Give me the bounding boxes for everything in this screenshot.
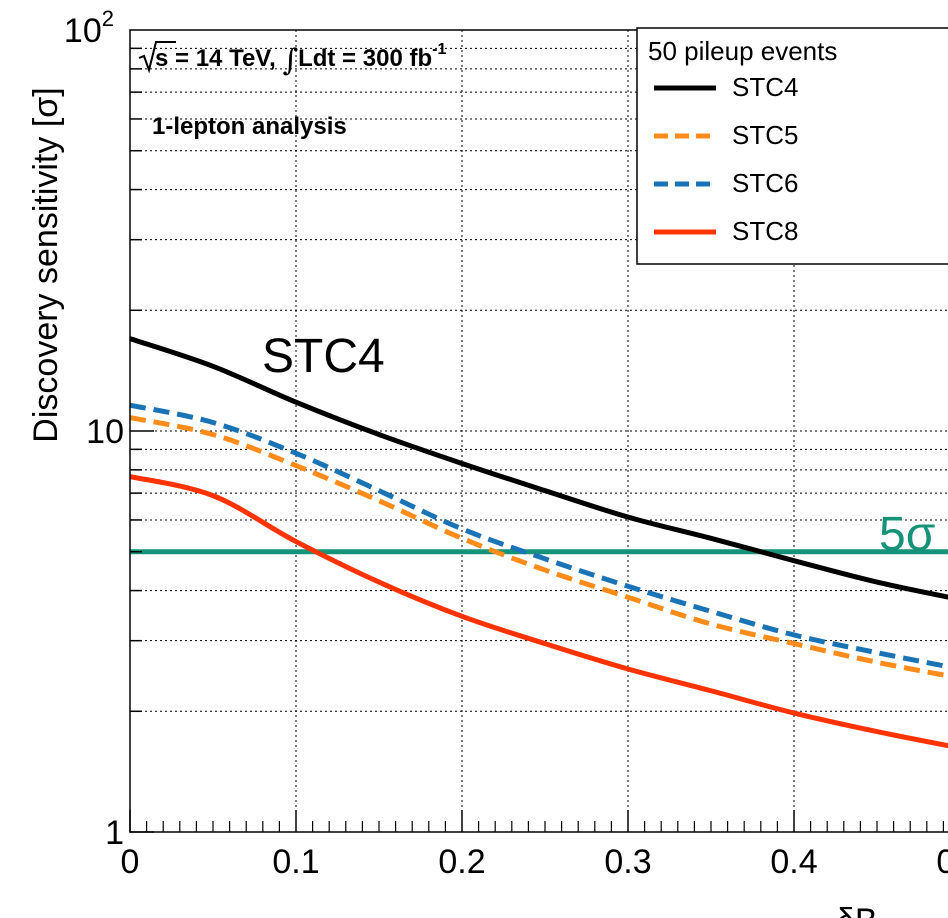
legend-box: [636, 27, 948, 265]
x-tick-label: 0.1: [272, 843, 319, 881]
x-tick-label: 0.3: [604, 843, 651, 881]
legend-entries: STC4 STC5 STC6 STC8: [654, 72, 798, 246]
axis-tick-labels: 0 0.1 0.2 0.3 0.4 0.5 1 10 102: [64, 6, 948, 881]
lumi-sup: -1: [432, 41, 446, 58]
lumi-text: Ldt = 300 fb: [298, 45, 432, 72]
legend-label-stc5: STC5: [732, 120, 798, 150]
x-tick-label: 0.4: [770, 843, 817, 881]
x-axis-label: δBsys: [836, 902, 911, 918]
y-axis-label: Discovery sensitivity [σ]: [27, 87, 65, 442]
series-stc4-line: [129, 336, 948, 600]
series-stc8-line: [129, 474, 948, 749]
y-tick-label: 1: [105, 814, 124, 852]
five-sigma-label: 5σ: [879, 508, 935, 561]
curve-label-stc4: STC4: [262, 330, 385, 383]
analysis-annotation: 1-lepton analysis: [152, 113, 347, 140]
legend-label-stc6: STC6: [732, 168, 798, 198]
y-tick-label: 10: [86, 413, 124, 451]
energy-lumi-annotation: s = 14 TeV, ∫Ldt = 300 fb-1: [138, 41, 446, 78]
axis-ticks: [129, 47, 945, 833]
integral-symbol: ∫: [282, 43, 298, 78]
x-tick-label: 0.2: [438, 843, 485, 881]
sqrt-symbol: [138, 41, 176, 74]
legend-label-stc4: STC4: [732, 72, 798, 102]
y-tick-label: 102: [64, 6, 114, 50]
legend-title: 50 pileup events: [648, 36, 837, 66]
x-tick-label: 0.5: [936, 843, 948, 881]
legend: 50 pileup events STC4 STC5 STC6 STC8: [636, 27, 948, 265]
series-group: [129, 336, 948, 749]
svg-text:s = 14 TeV, ∫Ldt = 300 fb-1: s = 14 TeV, ∫Ldt = 300 fb-1: [155, 41, 446, 78]
series-stc6-line: [129, 402, 948, 670]
x-tick-label: 0: [121, 843, 140, 881]
legend-label-stc8: STC8: [732, 216, 798, 246]
series-stc5-line: [129, 415, 948, 679]
energy-text: s = 14 TeV,: [155, 45, 282, 72]
